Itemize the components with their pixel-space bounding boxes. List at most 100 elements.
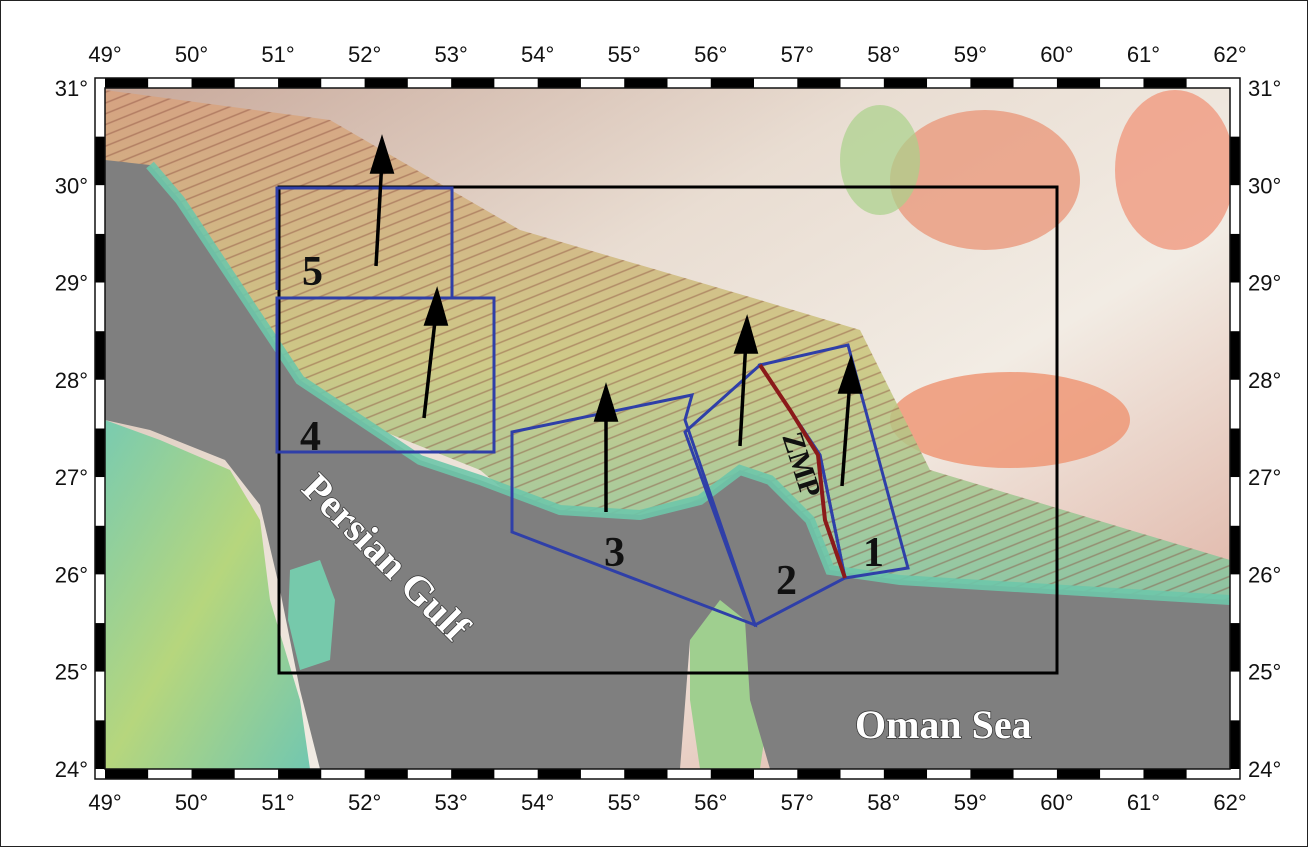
border-segment [1186,78,1230,88]
border-segment [95,331,105,380]
border-segment [1230,574,1240,624]
border-segment [797,769,841,779]
longitude-tick-label: 50° [175,42,208,67]
longitude-tick-label: 54° [521,42,554,67]
border-segment [667,78,711,88]
border-segment [95,477,105,526]
border-segment [754,769,798,779]
border-segment [95,185,105,234]
longitude-labels-top: 49° 50° 51° 52° 53° 54° 55° 56° 57° 58° 59° 60° 61° 6… [88,42,1246,67]
qatar [288,560,335,670]
border-segment [1230,428,1240,478]
border-segment [1143,769,1187,779]
longitude-labels-bottom: 49° 50° 51° 52° 53° 54° 55° 56° 57° 58° 59° 60° 61° 6… [88,790,1246,815]
border-segment [1230,185,1240,234]
arrow-region-1 [840,379,852,487]
border-segment [278,769,322,779]
longitude-tick-label: 50° [175,790,208,815]
region-label-2: 2 [776,558,797,604]
longitude-tick-label: 62° [1213,790,1246,815]
longitude-tick-label: 52° [348,42,381,67]
border-segment [624,769,668,779]
border-segment [883,78,928,88]
green-lowland [840,105,920,215]
border-segment [364,769,408,779]
longitude-tick-label: 51° [261,42,294,67]
border-segment [667,769,711,779]
border-segment [754,78,798,88]
border-segment [407,769,452,779]
border-segment [95,428,105,478]
border-segment [278,78,322,88]
border-segment [1013,78,1057,88]
border-segment [95,671,105,721]
region-label-4: 4 [300,414,321,460]
border-segment [1056,769,1101,779]
border-segment [407,78,452,88]
border-segment [494,78,538,88]
latitude-tick-label: 25° [55,660,88,685]
latitude-tick-label: 24° [1248,757,1281,782]
longitude-tick-label: 56° [694,790,727,815]
border-segment [1186,769,1230,779]
region-label-1: 1 [863,530,884,576]
border-segment [105,78,149,88]
border-segment [970,78,1014,88]
border-segment [95,379,105,429]
arrow-region-4 [422,311,438,419]
longitude-tick-label: 53° [435,790,468,815]
arabian-land [105,420,310,769]
border-segment [95,720,105,769]
longitude-tick-label: 57° [781,790,814,815]
border-segment [840,769,884,779]
arrow-head [733,314,759,354]
border-segment [148,769,192,779]
desert-basin [1115,90,1230,250]
border-segment [1230,671,1240,721]
latitude-tick-label: 28° [55,368,88,393]
longitude-tick-label: 60° [1040,42,1073,67]
longitude-tick-label: 55° [608,790,641,815]
latitude-tick-label: 28° [1248,368,1281,393]
arrow-head [423,286,449,326]
inner-border [104,87,1231,770]
border-segment [1230,282,1240,332]
border-segment [148,78,192,88]
latitude-tick-label: 24° [55,757,88,782]
motion-arrows [369,134,863,512]
border-segment [95,574,105,624]
longitude-tick-label: 54° [521,790,554,815]
desert-basin [890,110,1080,250]
longitude-tick-label: 53° [435,42,468,67]
border-segment [95,233,105,283]
border-segment [451,769,495,779]
longitude-tick-label: 59° [954,790,987,815]
latitude-tick-label: 29° [55,271,88,296]
border-segment [1100,78,1144,88]
border-segment [624,78,668,88]
longitude-tick-label: 61° [1127,42,1160,67]
arrow-head [837,354,863,394]
border-segment [1230,233,1240,283]
latitude-tick-label: 30° [1248,173,1281,198]
latitude-tick-label: 31° [55,76,88,101]
map-border [95,78,1240,779]
border-segment [321,78,365,88]
latitude-tick-label: 27° [55,465,88,490]
border-segment [1230,331,1240,380]
arrow-region-2 [738,339,748,447]
border-segment [1230,136,1240,186]
region-4-outline [275,296,496,454]
region-3-outline [510,393,758,628]
border-segment [451,78,495,88]
border-segment [580,78,625,88]
latitude-labels-left: 31° 30° 29° 28° 27° 26° 25° 24° [55,76,88,782]
longitude-tick-label: 49° [88,42,121,67]
border-segment [710,78,755,88]
border-segment [797,78,841,88]
border-segment [1230,720,1240,769]
border-segment [95,525,105,575]
border-segment [1230,88,1240,137]
border-segment [1230,525,1240,575]
